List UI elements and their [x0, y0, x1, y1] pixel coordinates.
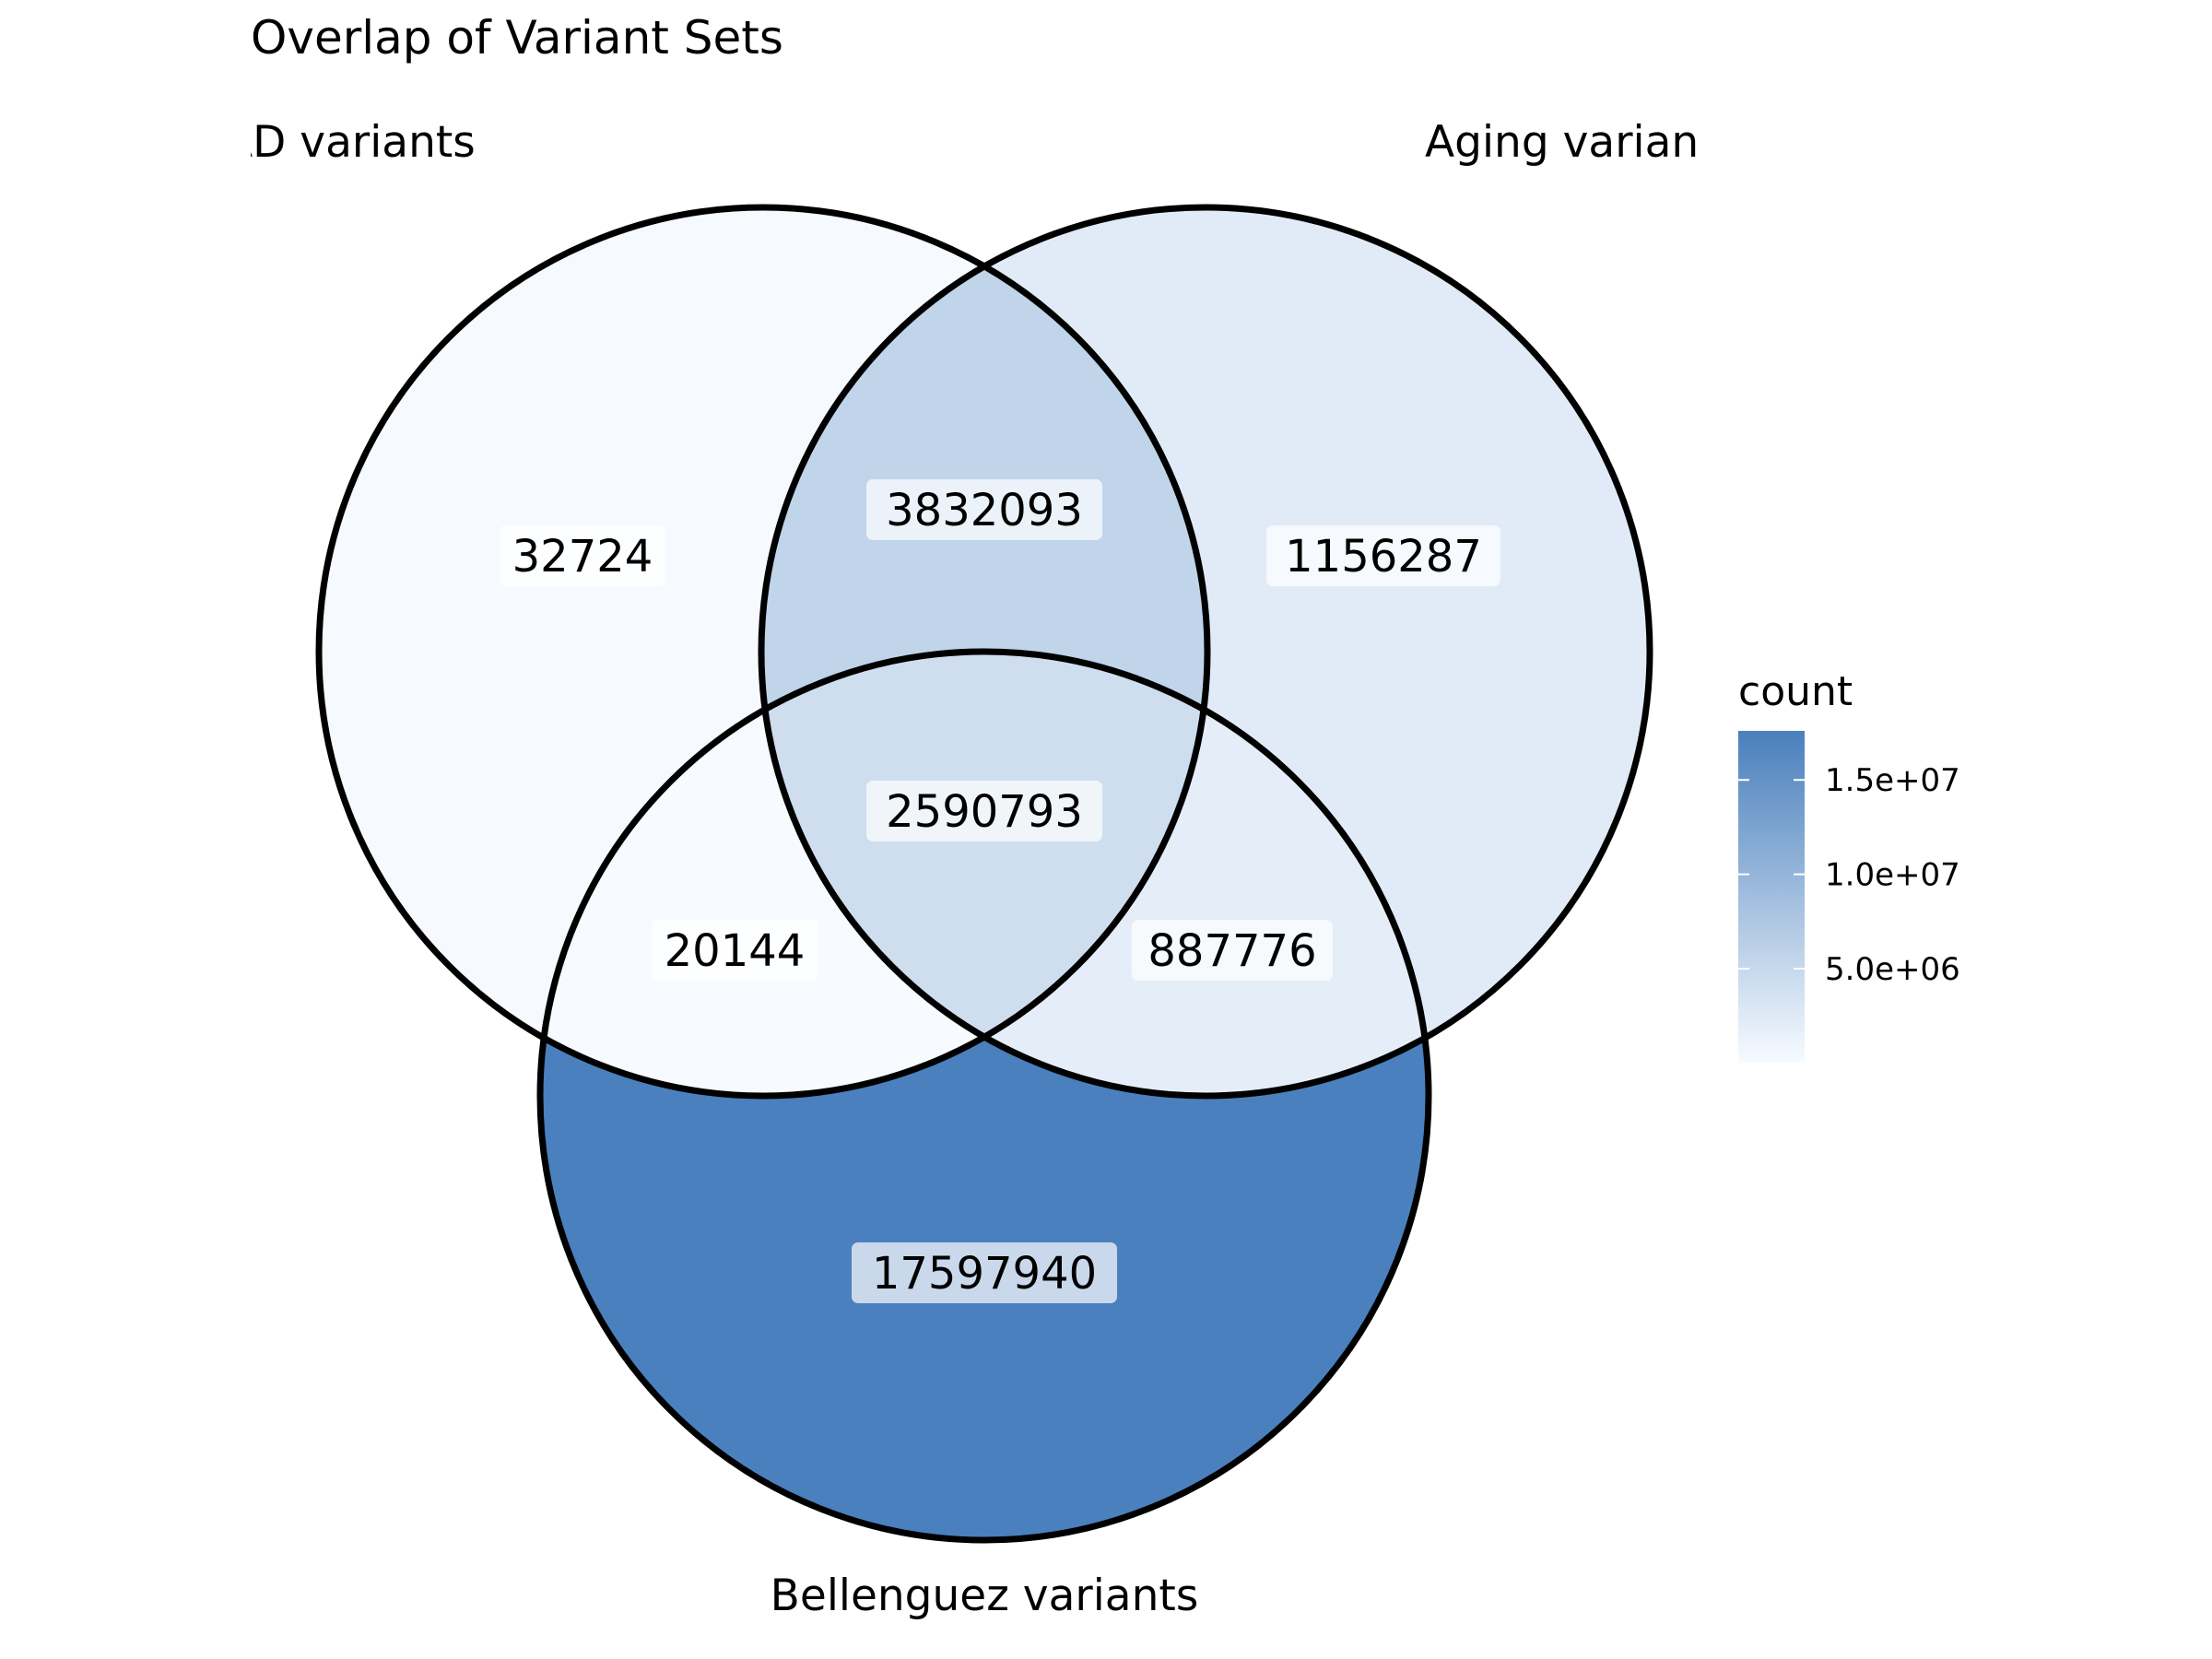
chart-title: Overlap of Variant Sets: [251, 11, 783, 65]
count-text-right-bottom: 887776: [1147, 925, 1316, 977]
set-label-bottom: Bellenguez variants: [771, 1571, 1199, 1621]
count-text-left-bottom: 20144: [665, 925, 806, 977]
legend-colorbar: [1738, 731, 1805, 1063]
count-label-bottom-only: 17597940: [852, 1242, 1117, 1303]
set-label-right: Aging varian: [1425, 117, 1699, 168]
legend-tick-label: 1.0e+07: [1825, 857, 1960, 894]
count-label-left-bottom: 20144: [652, 920, 818, 981]
count-label-left-right: 3832093: [866, 479, 1102, 540]
legend-title: count: [1738, 668, 1853, 715]
count-label-right-bottom: 887776: [1132, 920, 1333, 981]
count-text-bottom-only: 17597940: [872, 1248, 1097, 1300]
circle-bottom: [536, 648, 1432, 1544]
count-text-left-right: 3832093: [886, 485, 1083, 536]
count-label-all-three: 2590793: [866, 781, 1102, 841]
circle-left: [315, 204, 1211, 1100]
count-label-right-only: 1156287: [1266, 525, 1500, 586]
legend-tick-label: 5.0e+06: [1825, 951, 1960, 988]
count-text-all-three: 2590793: [886, 786, 1083, 838]
count-text-right-only: 1156287: [1285, 531, 1482, 582]
legend: count 1.5e+07 1.0e+07 5.0e+06: [1738, 668, 1960, 1063]
legend-tick-label: 1.5e+07: [1825, 762, 1960, 799]
count-text-left-only: 32724: [512, 531, 653, 582]
set-label-left: AD variants: [223, 117, 476, 168]
count-label-left-only: 32724: [500, 525, 665, 586]
circle-right: [758, 204, 1653, 1100]
